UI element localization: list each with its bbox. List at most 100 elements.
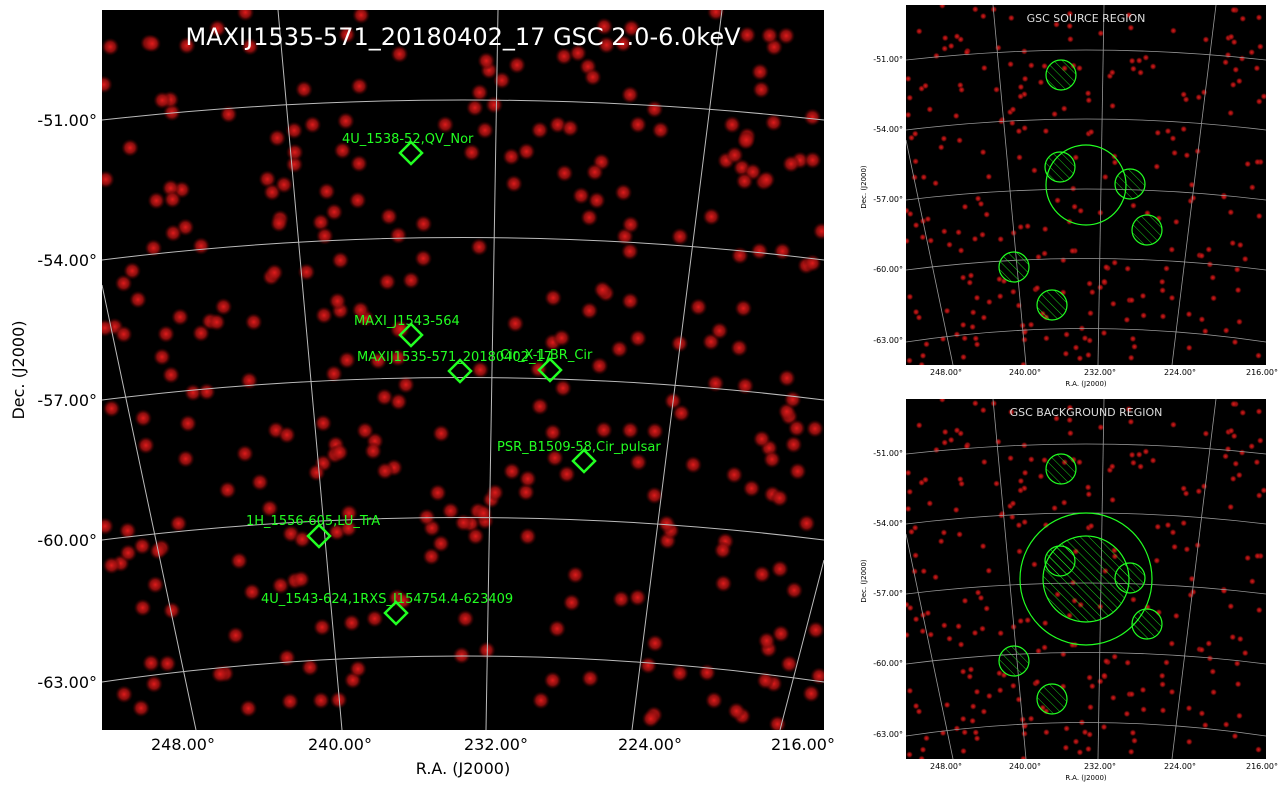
event-blob: [1015, 521, 1023, 529]
event-blob: [1007, 14, 1015, 22]
event-blob: [622, 19, 641, 38]
event-blob: [1154, 129, 1162, 137]
ra-tick-label: 216.00°: [771, 735, 835, 754]
event-blob: [1085, 96, 1093, 104]
event-blob: [1235, 318, 1243, 326]
event-blob: [561, 119, 580, 138]
event-blob: [1097, 423, 1105, 431]
event-blob: [1234, 680, 1242, 688]
event-blob: [1201, 721, 1209, 729]
event-blob: [1168, 294, 1176, 302]
event-blob: [1027, 61, 1035, 69]
event-blob: [937, 143, 945, 151]
event-blob: [338, 351, 356, 370]
event-blob: [1127, 418, 1135, 426]
event-blob: [102, 37, 120, 56]
event-blob: [158, 654, 177, 673]
event-blob: [966, 279, 974, 287]
event-blob: [1206, 260, 1214, 268]
event-blob: [1015, 302, 1023, 309]
excluded-source-circle: [998, 645, 1030, 677]
event-blob: [1017, 92, 1025, 100]
event-blob: [1072, 738, 1080, 746]
event-blob: [1239, 409, 1247, 417]
event-blob: [1194, 541, 1202, 549]
event-blob: [1069, 185, 1077, 193]
event-blob: [552, 329, 571, 347]
source-markers: 4U_1538-52,QV_Nor MAXI_J1543-564 MAXIJ15…: [246, 132, 661, 626]
event-blob: [1260, 92, 1266, 100]
event-blob: [1205, 640, 1213, 647]
event-blob: [301, 658, 319, 677]
event-blob: [281, 692, 299, 711]
event-blob: [1076, 748, 1084, 756]
ra-grid-line: [906, 533, 954, 759]
event-blob: [1255, 746, 1262, 754]
event-blob: [1235, 471, 1243, 479]
event-blob: [171, 308, 190, 326]
event-blob: [557, 465, 576, 484]
event-blob: [115, 685, 134, 704]
event-blob: [1200, 482, 1208, 490]
event-blob: [431, 534, 450, 553]
dec-grid-line: [906, 188, 1266, 201]
event-blob: [1244, 554, 1252, 562]
event-blob: [941, 439, 949, 447]
event-blob: [777, 369, 796, 388]
event-blob: [530, 397, 549, 416]
event-blob: [1084, 483, 1092, 491]
event-blob: [952, 506, 960, 514]
event-blob: [1183, 545, 1191, 553]
event-blob: [295, 80, 313, 99]
diamond-marker: [537, 357, 563, 383]
event-blob: [1111, 653, 1119, 661]
ra-grid-line: [779, 559, 824, 730]
event-blob: [1129, 596, 1137, 604]
event-blob: [906, 94, 914, 102]
excluded-source-circle: [1131, 214, 1163, 246]
event-blob: [1131, 737, 1138, 745]
event-blob: [417, 508, 436, 527]
event-blob: [136, 436, 155, 455]
dec-grid-line: [906, 652, 1266, 665]
event-blob: [940, 529, 948, 537]
event-blob: [742, 479, 761, 498]
event-blob: [959, 715, 967, 723]
event-blob: [1037, 472, 1045, 480]
event-blob: [926, 105, 934, 113]
event-blob: [906, 75, 912, 83]
event-blob: [583, 68, 602, 87]
source-marker-1h-1556-605: 1H_1556-605,LU_TrA: [246, 514, 380, 549]
event-blob: [1255, 14, 1263, 21]
event-blob: [260, 499, 279, 518]
event-blob: [979, 12, 987, 20]
event-blob: [132, 699, 151, 718]
event-blob: [1154, 523, 1162, 531]
event-blob: [471, 360, 490, 379]
event-blob: [620, 242, 639, 261]
event-blob: [1059, 650, 1067, 658]
event-blob: [315, 306, 333, 325]
event-blob: [1009, 288, 1017, 296]
event-blob: [926, 499, 934, 507]
event-blob: [506, 314, 525, 333]
event-blob: [324, 364, 343, 383]
event-blob: [971, 629, 979, 637]
event-blob: [121, 138, 140, 157]
event-blob: [1030, 166, 1038, 174]
ra-grid-line: [906, 139, 954, 365]
event-blob: [906, 469, 912, 477]
event-blob: [1019, 361, 1027, 365]
event-blob: [1124, 265, 1132, 273]
event-blob: [297, 263, 316, 281]
event-blob: [317, 182, 336, 201]
event-blob: [133, 537, 152, 556]
event-blob: [485, 95, 504, 114]
event-blob: [1209, 274, 1217, 282]
event-blob: [1231, 338, 1239, 346]
event-blob: [278, 648, 296, 667]
event-blob: [1232, 460, 1240, 468]
event-blob: [946, 635, 953, 643]
event-blob: [414, 214, 433, 233]
event-blob: [143, 34, 162, 53]
